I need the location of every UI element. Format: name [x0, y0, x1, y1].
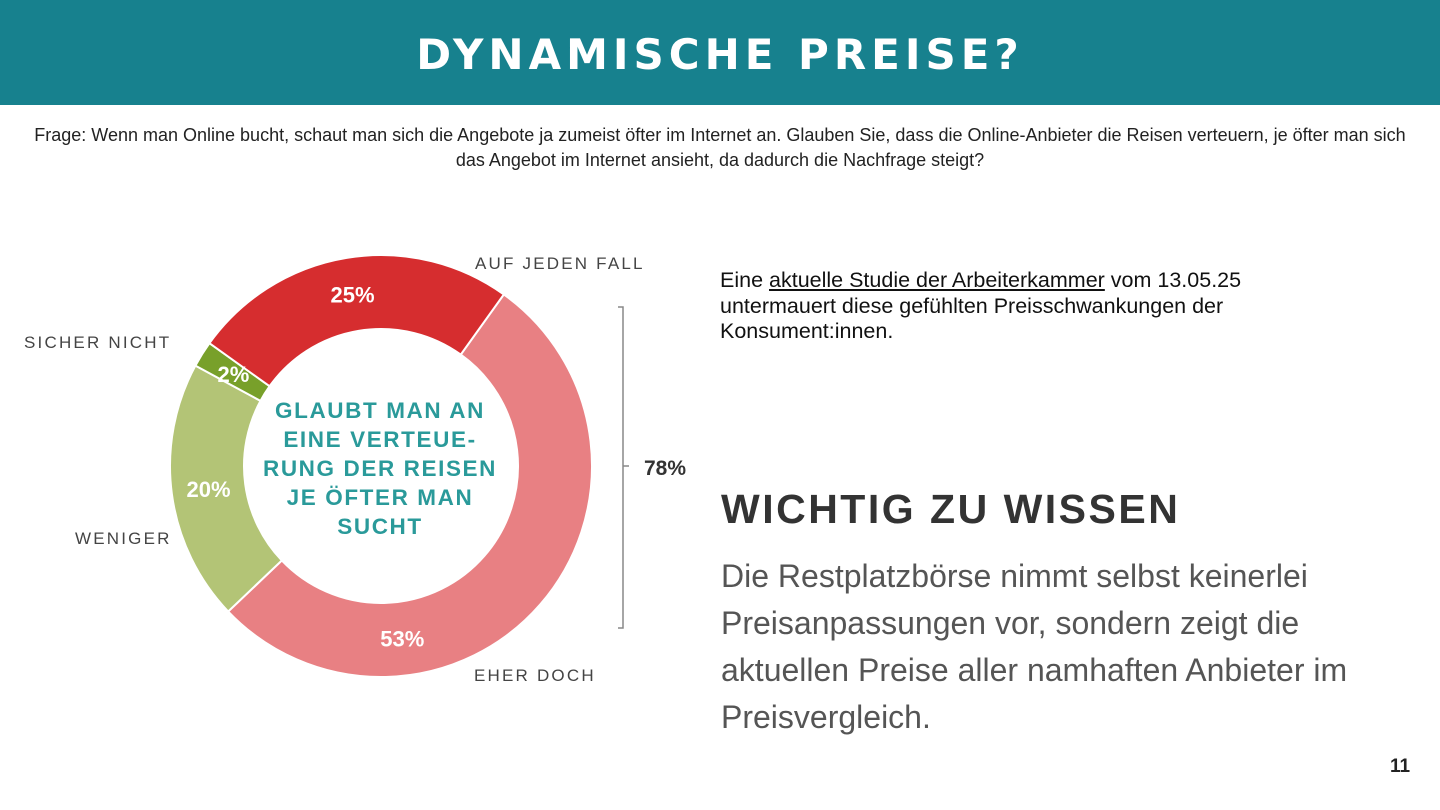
donut-center-label: GLAUBT MAN AN EINE VERTEUE-RUNG DER REIS…: [262, 398, 498, 539]
category-label-auf-jeden-fall: AUF JEDEN FALL: [475, 254, 645, 273]
slice-value-label: 25%: [331, 282, 375, 307]
survey-question: Frage: Wenn man Online bucht, schaut man…: [34, 125, 1406, 170]
slice-value-label: 20%: [187, 477, 231, 502]
donut-slice-eher-doch: [226, 293, 593, 678]
title-bar: DYNAMISCHE PREISE?: [0, 0, 1440, 105]
info-body: Die Restplatzbörse nimmt selbst keinerle…: [721, 558, 1348, 735]
slice-value-label: 2%: [218, 362, 250, 387]
slice-value-label: 53%: [380, 627, 424, 652]
donut-chart: 53% 20% 2% 25%: [169, 254, 629, 678]
slide-title: DYNAMISCHE PREISE?: [416, 30, 1024, 79]
bracket-total-label: 78%: [644, 457, 687, 480]
category-label-eher-doch: EHER DOCH: [474, 666, 596, 685]
category-label-weniger: WENIGER: [75, 529, 172, 548]
bracket: [618, 306, 629, 629]
study-note: Eine aktuelle Studie der Arbeiterkammer …: [720, 268, 1360, 345]
study-prefix: Eine: [720, 268, 770, 292]
study-link[interactable]: aktuelle Studie der Arbeiterkammer: [769, 268, 1105, 292]
category-label-sicher-nicht: SICHER NICHT: [24, 333, 172, 352]
study-suffix: vom 13.05.25 untermauert diese gefühlten…: [720, 268, 1242, 343]
donut-slice-auf-jeden-fall: [208, 254, 506, 388]
info-heading: WICHTIG ZU WISSEN: [721, 486, 1181, 532]
page-number: 11: [1390, 756, 1411, 777]
